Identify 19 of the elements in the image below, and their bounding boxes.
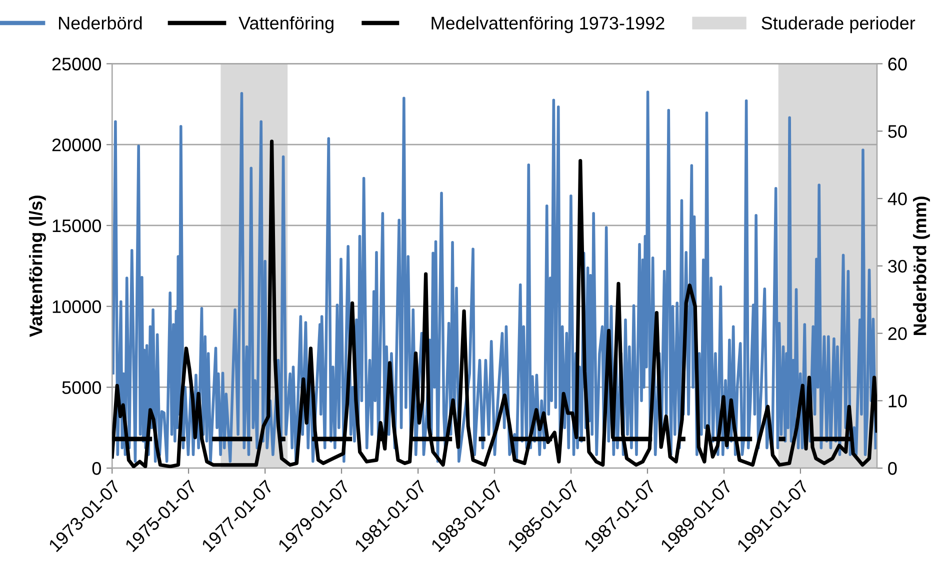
y-tick-label: 0 (92, 462, 101, 475)
y2-tick-label: 0 (888, 462, 897, 475)
y2-tick-label: 50 (888, 125, 907, 138)
legend-label: Studerade perioder (762, 16, 916, 34)
y2-tick-label: 40 (888, 192, 907, 206)
y-tick-label: 10000 (52, 300, 101, 314)
y-tick-label: 5000 (62, 381, 101, 394)
y-axis-title: Vattenföring (l/s) (29, 196, 46, 338)
y-tick-label: 20000 (52, 138, 101, 152)
y-tick-label: 25000 (52, 58, 101, 70)
legend-label: Medelvattenföring 1973-1992 (432, 16, 664, 34)
legend-label: Nederbörd (59, 16, 142, 30)
y2-tick-label: 60 (888, 58, 907, 70)
y2-tick-label: 10 (888, 394, 907, 408)
y2-axis-title: Nederbörd (mm) (913, 196, 930, 335)
y2-tick-label: 30 (888, 260, 907, 273)
y-tick-label: 15000 (52, 219, 101, 232)
legend-label: Vattenföring (238, 16, 334, 34)
y2-tick-label: 20 (888, 327, 907, 340)
